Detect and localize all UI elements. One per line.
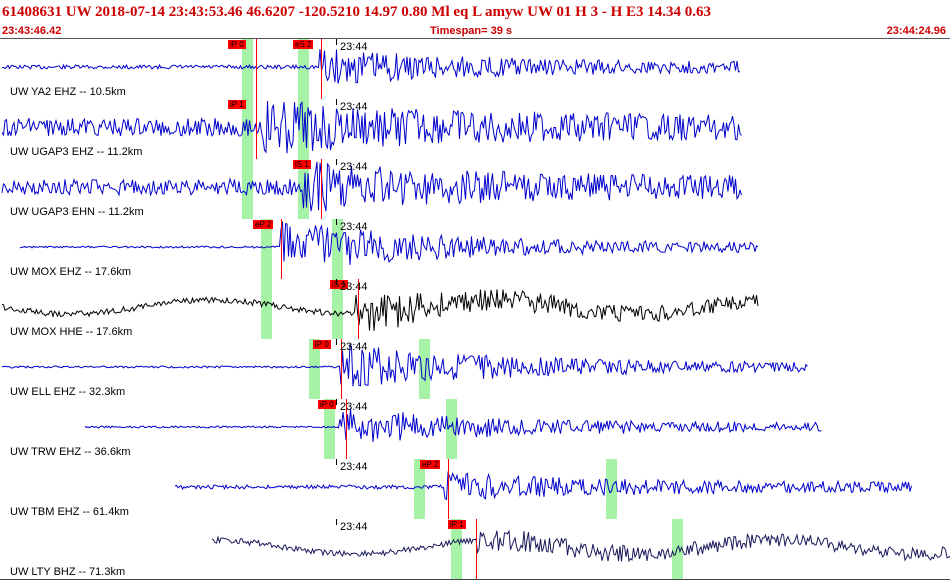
seismogram-panel[interactable]: eP 2 23:44 UW TBM EHZ -- 61.4km	[0, 459, 950, 520]
channel-label: UW LTY BHZ -- 71.3km	[10, 566, 126, 578]
pick-flag[interactable]: iP 1	[448, 520, 466, 529]
pick-line[interactable]	[256, 99, 257, 159]
pick-window	[242, 39, 253, 99]
pick-line[interactable]	[341, 339, 342, 399]
pick-window	[451, 519, 462, 579]
seismogram-panel[interactable]: iP 1 23:44 UW LTY BHZ -- 71.3km	[0, 519, 950, 580]
minute-tick	[336, 159, 337, 165]
trace-line	[1, 161, 742, 212]
channel-label: UW YA2 EHZ -- 10.5km	[10, 86, 126, 98]
trace-line	[1, 49, 741, 84]
minute-tick	[336, 339, 337, 345]
minute-label: 23:44	[340, 401, 368, 413]
channel-label: UW TRW EHZ -- 36.6km	[10, 446, 131, 458]
trace-line	[1, 100, 742, 154]
pick-flag[interactable]: eP 2	[420, 460, 441, 469]
minute-label: 23:44	[340, 101, 368, 113]
waveform	[19, 221, 759, 265]
channel-label: UW MOX EHZ -- 17.6km	[10, 266, 132, 278]
channel-label: UW UGAP3 EHN -- 11.2km	[10, 206, 144, 218]
pick-flag[interactable]: iP 0	[318, 400, 336, 409]
minute-tick	[336, 399, 337, 405]
pick-line[interactable]	[448, 459, 449, 519]
waveform	[1, 289, 759, 331]
minute-label: 23:44	[340, 341, 368, 353]
seismogram-panel[interactable]: iP 1 23:44 UW UGAP3 EHZ -- 11.2km	[0, 99, 950, 160]
channel-label: UW TBM EHZ -- 61.4km	[10, 506, 129, 518]
pick-line[interactable]	[281, 219, 282, 279]
minute-tick	[336, 519, 337, 525]
pick-window	[261, 279, 272, 339]
minute-label: 23:44	[340, 41, 368, 53]
pick-line[interactable]	[321, 159, 322, 219]
minute-tick	[336, 459, 337, 465]
seismogram-panel[interactable]: eP 2 23:44 UW MOX EHZ -- 17.6km	[0, 219, 950, 280]
pick-window	[261, 219, 272, 279]
minute-label: 23:44	[340, 281, 368, 293]
seismogram-panels: iP 0 eS 2 23:44 UW YA2 EHZ -- 10.5km iP 1 23:…	[0, 39, 950, 580]
pick-flag[interactable]: iS 1	[330, 280, 348, 289]
event-title: 61408631 UW 2018-07-14 23:43:53.46 46.62…	[2, 4, 712, 20]
waveform	[174, 471, 912, 501]
minute-label: 23:44	[340, 221, 368, 233]
pick-line[interactable]	[346, 399, 347, 459]
trace-line	[84, 408, 822, 442]
waveform	[1, 343, 808, 387]
event-header: 61408631 UW 2018-07-14 23:43:53.46 46.62…	[0, 0, 950, 40]
pick-window	[672, 519, 683, 579]
minute-tick	[336, 219, 337, 225]
channel-label: UW UGAP3 EHZ -- 11.2km	[10, 146, 143, 158]
minute-tick	[336, 99, 337, 105]
pick-line[interactable]	[256, 39, 257, 99]
pick-flag[interactable]: iP 1	[228, 100, 246, 109]
pick-flag[interactable]: iP 0	[228, 40, 246, 49]
trace-line	[1, 343, 808, 387]
seismogram-panel[interactable]: iP 0 23:44 UW ELL EHZ -- 32.3km	[0, 339, 950, 400]
waveform	[84, 408, 822, 442]
pick-window	[309, 339, 320, 399]
pick-line[interactable]	[321, 39, 322, 99]
seismogram-panel[interactable]: iP 0 23:44 UW TRW EHZ -- 36.6km	[0, 399, 950, 460]
minute-label: 23:44	[340, 161, 368, 173]
channel-label: UW ELL EHZ -- 32.3km	[10, 386, 126, 398]
pick-window	[324, 399, 335, 459]
waveform	[1, 100, 742, 154]
trace-line	[1, 289, 759, 331]
minute-tick	[336, 279, 337, 285]
waveform	[1, 161, 742, 212]
trace-line	[211, 529, 950, 563]
pick-flag[interactable]: iP 0	[313, 340, 331, 349]
pick-line[interactable]	[476, 519, 477, 579]
pick-flag[interactable]: eS 2	[293, 40, 314, 49]
pick-flag[interactable]: eP 2	[253, 220, 274, 229]
pick-flag[interactable]: iS 1	[293, 160, 311, 169]
pick-window	[414, 459, 425, 519]
waveform	[211, 529, 950, 563]
minute-tick	[336, 39, 337, 45]
trace-line	[174, 471, 912, 501]
pick-window	[332, 279, 343, 339]
pick-window	[298, 39, 309, 99]
waveform	[1, 49, 741, 84]
seismogram-panel[interactable]: iS 1 23:44 UW MOX HHE -- 17.6km	[0, 279, 950, 340]
timespan: Timespan= 39 s	[430, 25, 513, 37]
pick-window	[446, 399, 457, 459]
seismogram-panel[interactable]: iP 0 eS 2 23:44 UW YA2 EHZ -- 10.5km	[0, 39, 950, 100]
header-divider	[0, 38, 950, 39]
trace-line	[19, 221, 759, 265]
minute-label: 23:44	[340, 521, 368, 533]
pick-window	[606, 459, 617, 519]
pick-window	[419, 339, 430, 399]
minute-label: 23:44	[340, 461, 368, 473]
channel-label: UW MOX HHE -- 17.6km	[10, 326, 133, 338]
pick-line[interactable]	[358, 279, 359, 339]
seismogram-panel[interactable]: iS 1 23:44 UW UGAP3 EHN -- 11.2km	[0, 159, 950, 220]
pick-window	[332, 219, 343, 279]
pick-window	[298, 159, 309, 219]
end-time: 23:44:24.96	[886, 25, 946, 37]
start-time: 23:43:46.42	[2, 25, 62, 37]
